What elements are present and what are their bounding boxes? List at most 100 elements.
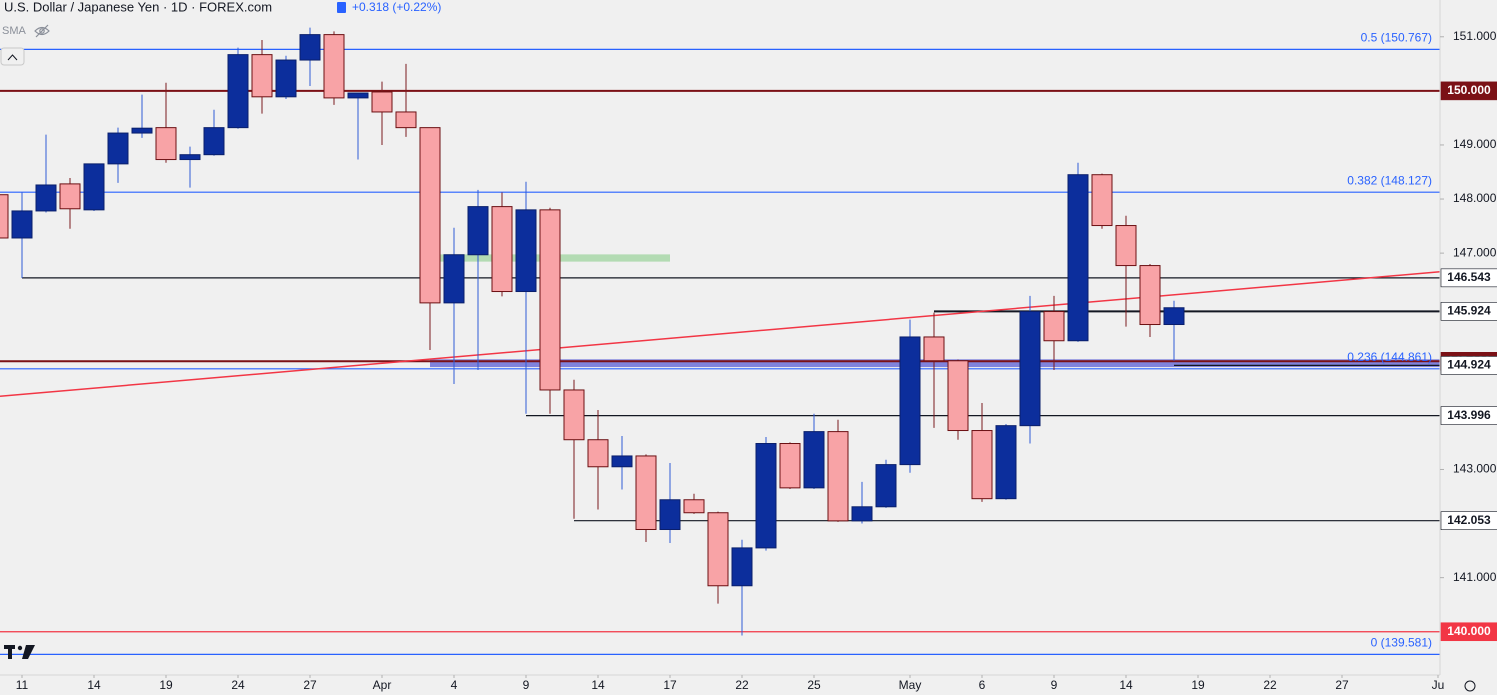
candle-body: [419, 127, 441, 304]
candle-body: [851, 506, 873, 522]
y-tick-label: 149.000: [1453, 137, 1497, 151]
price-label: 144.924: [1447, 358, 1491, 372]
level-label: 0.5 (150.767): [1361, 31, 1432, 45]
price-label-box: [1440, 356, 1497, 375]
candle-body: [899, 336, 921, 466]
visibility-icon[interactable]: [34, 24, 50, 38]
price-label-box: [1440, 511, 1497, 530]
price-label: 140.000: [1447, 624, 1491, 638]
x-tick-label: 25: [807, 678, 821, 692]
candle-body: [0, 194, 9, 239]
x-tick-label: 11: [16, 678, 29, 692]
candle-body: [875, 464, 897, 508]
candle-body: [491, 206, 513, 293]
x-tick-label: 17: [663, 678, 677, 692]
price-label: 150.000: [1447, 83, 1491, 97]
candle-body: [779, 443, 801, 489]
candle-body: [107, 132, 129, 165]
candle-body: [467, 206, 489, 256]
candle-body: [923, 336, 945, 362]
candle-body: [275, 59, 297, 98]
price-label: 145.924: [1447, 303, 1491, 317]
candle-body: [1139, 265, 1161, 326]
candle-body: [299, 34, 321, 61]
x-tick-label: 9: [1051, 678, 1058, 692]
x-tick-label: 27: [303, 678, 317, 692]
x-tick-label: 22: [735, 678, 749, 692]
candle-body: [1043, 311, 1065, 342]
candle-body: [443, 254, 465, 304]
y-tick-label: 141.000: [1453, 570, 1497, 584]
candle-body: [251, 54, 273, 98]
candle-body: [11, 210, 33, 239]
candle-body: [1115, 225, 1137, 267]
candle-body: [395, 111, 417, 129]
chart-title: U.S. Dollar / Japanese Yen · 1D · FOREX.…: [4, 0, 272, 14]
x-tick-label: 19: [1191, 678, 1205, 692]
price-change: +0.318 (+0.22%): [352, 0, 441, 14]
candle-body: [1019, 311, 1041, 427]
price-label-box: [1440, 81, 1497, 101]
collapse-button[interactable]: [0, 47, 25, 66]
candle-body: [947, 360, 969, 432]
x-tick-label: May: [899, 678, 922, 692]
price-label: 143.996: [1447, 408, 1491, 422]
y-tick-label: 148.000: [1453, 191, 1497, 205]
x-tick-label: 9: [523, 678, 530, 692]
trendline: [0, 271, 1441, 398]
y-tick-label: 143.000: [1453, 462, 1497, 476]
x-tick-label: 14: [591, 678, 605, 692]
settings-icon[interactable]: [1464, 680, 1476, 692]
candle-body: [659, 499, 681, 531]
candle-body: [611, 455, 633, 468]
price-label: 142.053: [1447, 513, 1491, 527]
candle-body: [179, 154, 201, 161]
plot-area: 0.5 (150.767) 0.382 (148.127) 0.236 (144.8…: [0, 27, 1441, 655]
x-tick-label: 27: [1335, 678, 1349, 692]
x-tick-label: 14: [1119, 678, 1133, 692]
y-tick-label: 151.000: [1453, 29, 1497, 43]
candle-body: [635, 455, 657, 531]
x-tick-label: 14: [87, 678, 101, 692]
x-tick-label: 19: [159, 678, 173, 692]
candle-body: [227, 54, 249, 129]
x-tick-label: 6: [979, 678, 986, 692]
price-label-box: [1440, 406, 1497, 425]
candle-body: [131, 127, 153, 134]
candle-body: [971, 430, 993, 500]
x-tick-label: Ju: [1432, 678, 1445, 692]
candle-body: [83, 163, 105, 211]
price-label-box: [1440, 268, 1497, 288]
candle-body: [35, 184, 57, 212]
candle-body: [203, 127, 225, 156]
candle-body: [371, 91, 393, 113]
candle-body: [587, 439, 609, 468]
candle-body: [1091, 174, 1113, 227]
candle-body: [827, 431, 849, 522]
candle-body: [707, 512, 729, 587]
price-label-box: [1440, 622, 1497, 642]
candle-body: [155, 127, 177, 161]
candle-body: [539, 209, 561, 391]
zone: [430, 359, 1440, 368]
candle-body: [755, 443, 777, 549]
candle-body: [995, 425, 1017, 500]
x-tick-label: Apr: [373, 678, 392, 692]
candle-body: [59, 183, 81, 210]
candle-body: [731, 547, 753, 587]
indicator-label[interactable]: SMA: [2, 25, 27, 37]
x-tick-label: 4: [451, 678, 458, 692]
candle-body: [1163, 307, 1185, 326]
price-label-box: [1440, 302, 1497, 321]
level-label: 0 (139.581): [1371, 636, 1432, 650]
candle-body: [515, 209, 537, 293]
y-tick-label: 147.000: [1453, 245, 1497, 259]
level-label: 0.236 (144.861): [1347, 350, 1432, 364]
logo: [4, 645, 35, 659]
candle-body: [1067, 174, 1089, 342]
candle-body: [323, 34, 345, 99]
x-tick-label: 22: [1263, 678, 1277, 692]
x-tick-label: 24: [231, 678, 245, 692]
